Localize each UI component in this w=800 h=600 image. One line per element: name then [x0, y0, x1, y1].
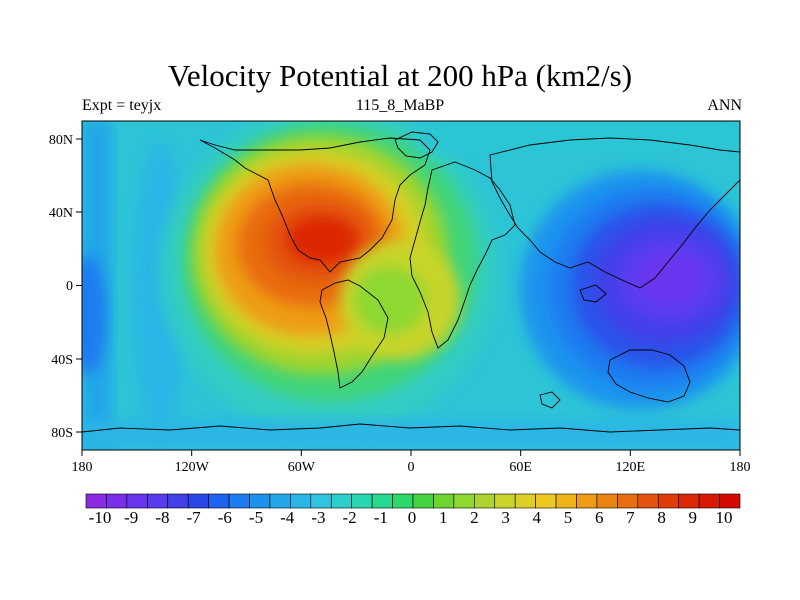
y-tick-label: 40S	[51, 353, 73, 368]
colorbar-labels: -10 -9 -8 -7 -6 -5 -4 -3 -2 -1 0 1 2 3 4 5 6 7 8 9 10	[89, 508, 733, 527]
x-tick-label: 180	[72, 460, 93, 475]
colorbar-label: 1	[439, 508, 448, 527]
colorbar-label: -2	[343, 508, 357, 527]
colorbar-box	[392, 493, 414, 509]
colorbar-box	[474, 493, 496, 509]
colorbar-box	[698, 493, 720, 509]
colorbar-box	[596, 493, 618, 509]
colorbar-label: 8	[657, 508, 666, 527]
colorbar-box	[126, 493, 148, 509]
x-tick-label: 0	[408, 460, 415, 475]
colorbar-label: -1	[374, 508, 388, 527]
y-tick-labels: 80N 40N 0 40S 80S	[49, 133, 73, 441]
x-tick-label: 180	[730, 460, 751, 475]
colorbar-label: -5	[249, 508, 263, 527]
x-tick-label: 120E	[616, 460, 646, 475]
colorbar-label: -6	[218, 508, 232, 527]
colorbar-label: 5	[564, 508, 573, 527]
coastlines	[82, 131, 740, 433]
colorbar-box	[351, 493, 373, 509]
season-label: ANN	[707, 97, 742, 114]
colorbar	[85, 493, 741, 509]
x-tick-labels: 180 120W 60W 0 60E 120E 180	[72, 460, 751, 475]
colorbar-box	[433, 493, 455, 509]
colorbar-box	[249, 493, 271, 509]
colorbar-label: -4	[280, 508, 295, 527]
x-tick-label: 60E	[509, 460, 532, 475]
tick-marks	[76, 138, 741, 456]
experiment-label: Expt = teyjx	[82, 97, 162, 114]
colorbar-box	[228, 493, 250, 509]
colorbar-label: 0	[408, 508, 417, 527]
colorbar-box	[576, 493, 598, 509]
period-label: 115_8_MaBP	[355, 97, 445, 114]
colorbar-box	[187, 493, 209, 509]
colorbar-box	[208, 493, 230, 509]
colorbar-box	[637, 493, 659, 509]
colorbar-label: -3	[311, 508, 325, 527]
y-tick-label: 0	[66, 279, 73, 294]
colorbar-label: -7	[187, 508, 202, 527]
colorbar-label: 4	[533, 508, 542, 527]
colorbar-label: -8	[155, 508, 169, 527]
colorbar-box	[657, 493, 679, 509]
colorbar-label: 9	[689, 508, 698, 527]
colorbar-box	[678, 493, 700, 509]
colorbar-box	[167, 493, 189, 509]
colorbar-box	[617, 493, 639, 509]
colorbar-box	[310, 493, 332, 509]
colorbar-box	[412, 493, 434, 509]
velocity-potential-field	[82, 121, 740, 450]
colorbar-box	[147, 493, 169, 509]
colorbar-box	[290, 493, 312, 509]
colorbar-label: 10	[716, 508, 733, 527]
colorbar-box	[371, 493, 393, 509]
plot-title: Velocity Potential at 200 hPa (km2/s)	[167, 58, 633, 93]
x-tick-label: 60W	[288, 460, 316, 475]
colorbar-label: 3	[501, 508, 510, 527]
colorbar-box	[535, 493, 557, 509]
y-tick-label: 80S	[51, 426, 73, 441]
colorbar-label: -10	[89, 508, 112, 527]
colorbar-box	[514, 493, 536, 509]
y-tick-label: 80N	[49, 133, 73, 148]
colorbar-box	[555, 493, 577, 509]
colorbar-box	[106, 493, 128, 509]
colorbar-label: 2	[470, 508, 479, 527]
colorbar-label: 7	[626, 508, 635, 527]
y-tick-label: 40N	[49, 206, 73, 221]
colorbar-label: 6	[595, 508, 604, 527]
colorbar-box	[494, 493, 516, 509]
colorbar-box	[453, 493, 475, 509]
colorbar-box	[719, 493, 741, 509]
colorbar-box	[330, 493, 352, 509]
x-tick-label: 120W	[175, 460, 210, 475]
colorbar-box	[269, 493, 291, 509]
colorbar-label: -9	[124, 508, 138, 527]
colorbar-box	[85, 493, 107, 509]
